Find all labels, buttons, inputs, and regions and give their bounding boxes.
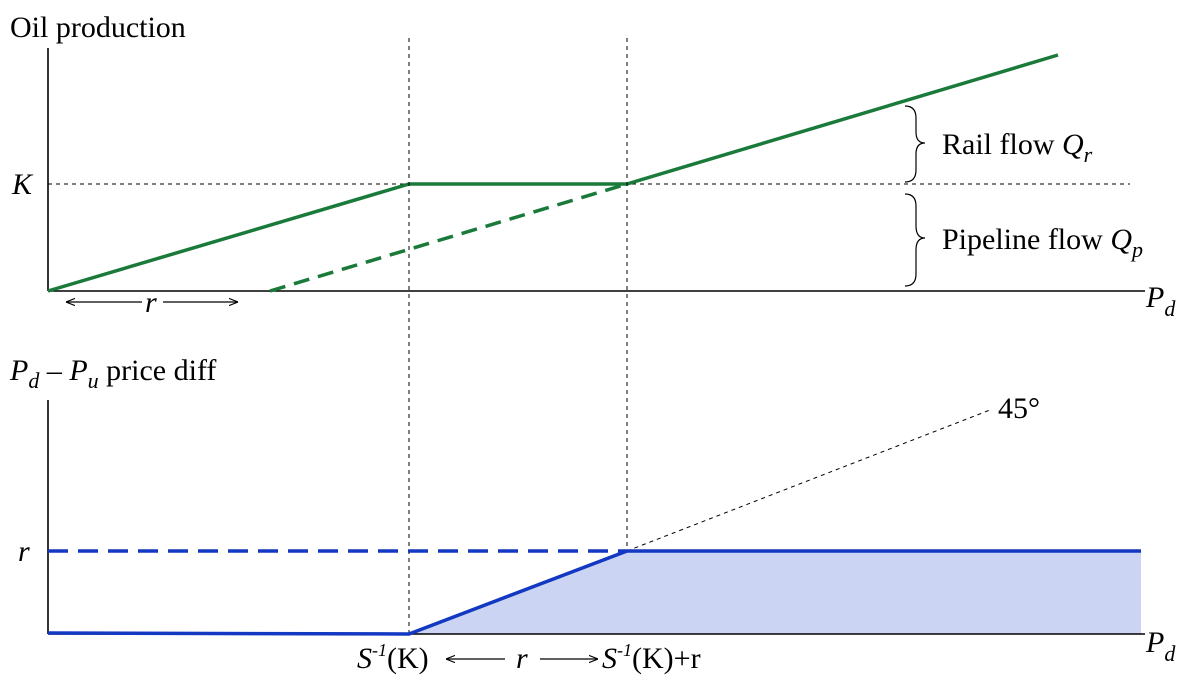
top-panel: Oil production K r Rail flow Qr Pipeline…: [10, 11, 1176, 321]
x-label-s-inverse-k: S-1(K): [357, 640, 429, 675]
top-y-axis-title: Oil production: [10, 11, 186, 44]
rail-flow-label: Rail flow Qr: [942, 128, 1093, 167]
pipeline-production-line: [269, 182, 628, 293]
price-diff-shaded-area: [409, 551, 1141, 634]
top-x-axis-label: Pd: [1145, 281, 1176, 321]
bottom-panel: Pd – Pu price diff 45° r S-1(K) r S-1(K)…: [9, 354, 1176, 675]
forty-five-degree-line: [626, 409, 991, 552]
r-span-label: r: [145, 286, 157, 319]
rail-flow-brace: [904, 105, 926, 183]
x-label-s-inverse-k-plus-r: S-1(K)+r: [602, 640, 701, 675]
bottom-y-tick-r: r: [18, 535, 30, 568]
total-production-line: [47, 53, 1059, 293]
top-y-tick-k: K: [11, 168, 34, 201]
bottom-y-axis-title: Pd – Pu price diff: [9, 354, 216, 393]
pipeline-flow-label: Pipeline flow Qp: [942, 223, 1143, 262]
pipeline-flow-brace: [904, 193, 926, 287]
bottom-r-span-label: r: [516, 642, 528, 675]
bottom-x-axis-label: Pd: [1145, 626, 1176, 666]
forty-five-degree-label: 45°: [998, 392, 1040, 425]
price-diff-line: [47, 549, 1141, 636]
